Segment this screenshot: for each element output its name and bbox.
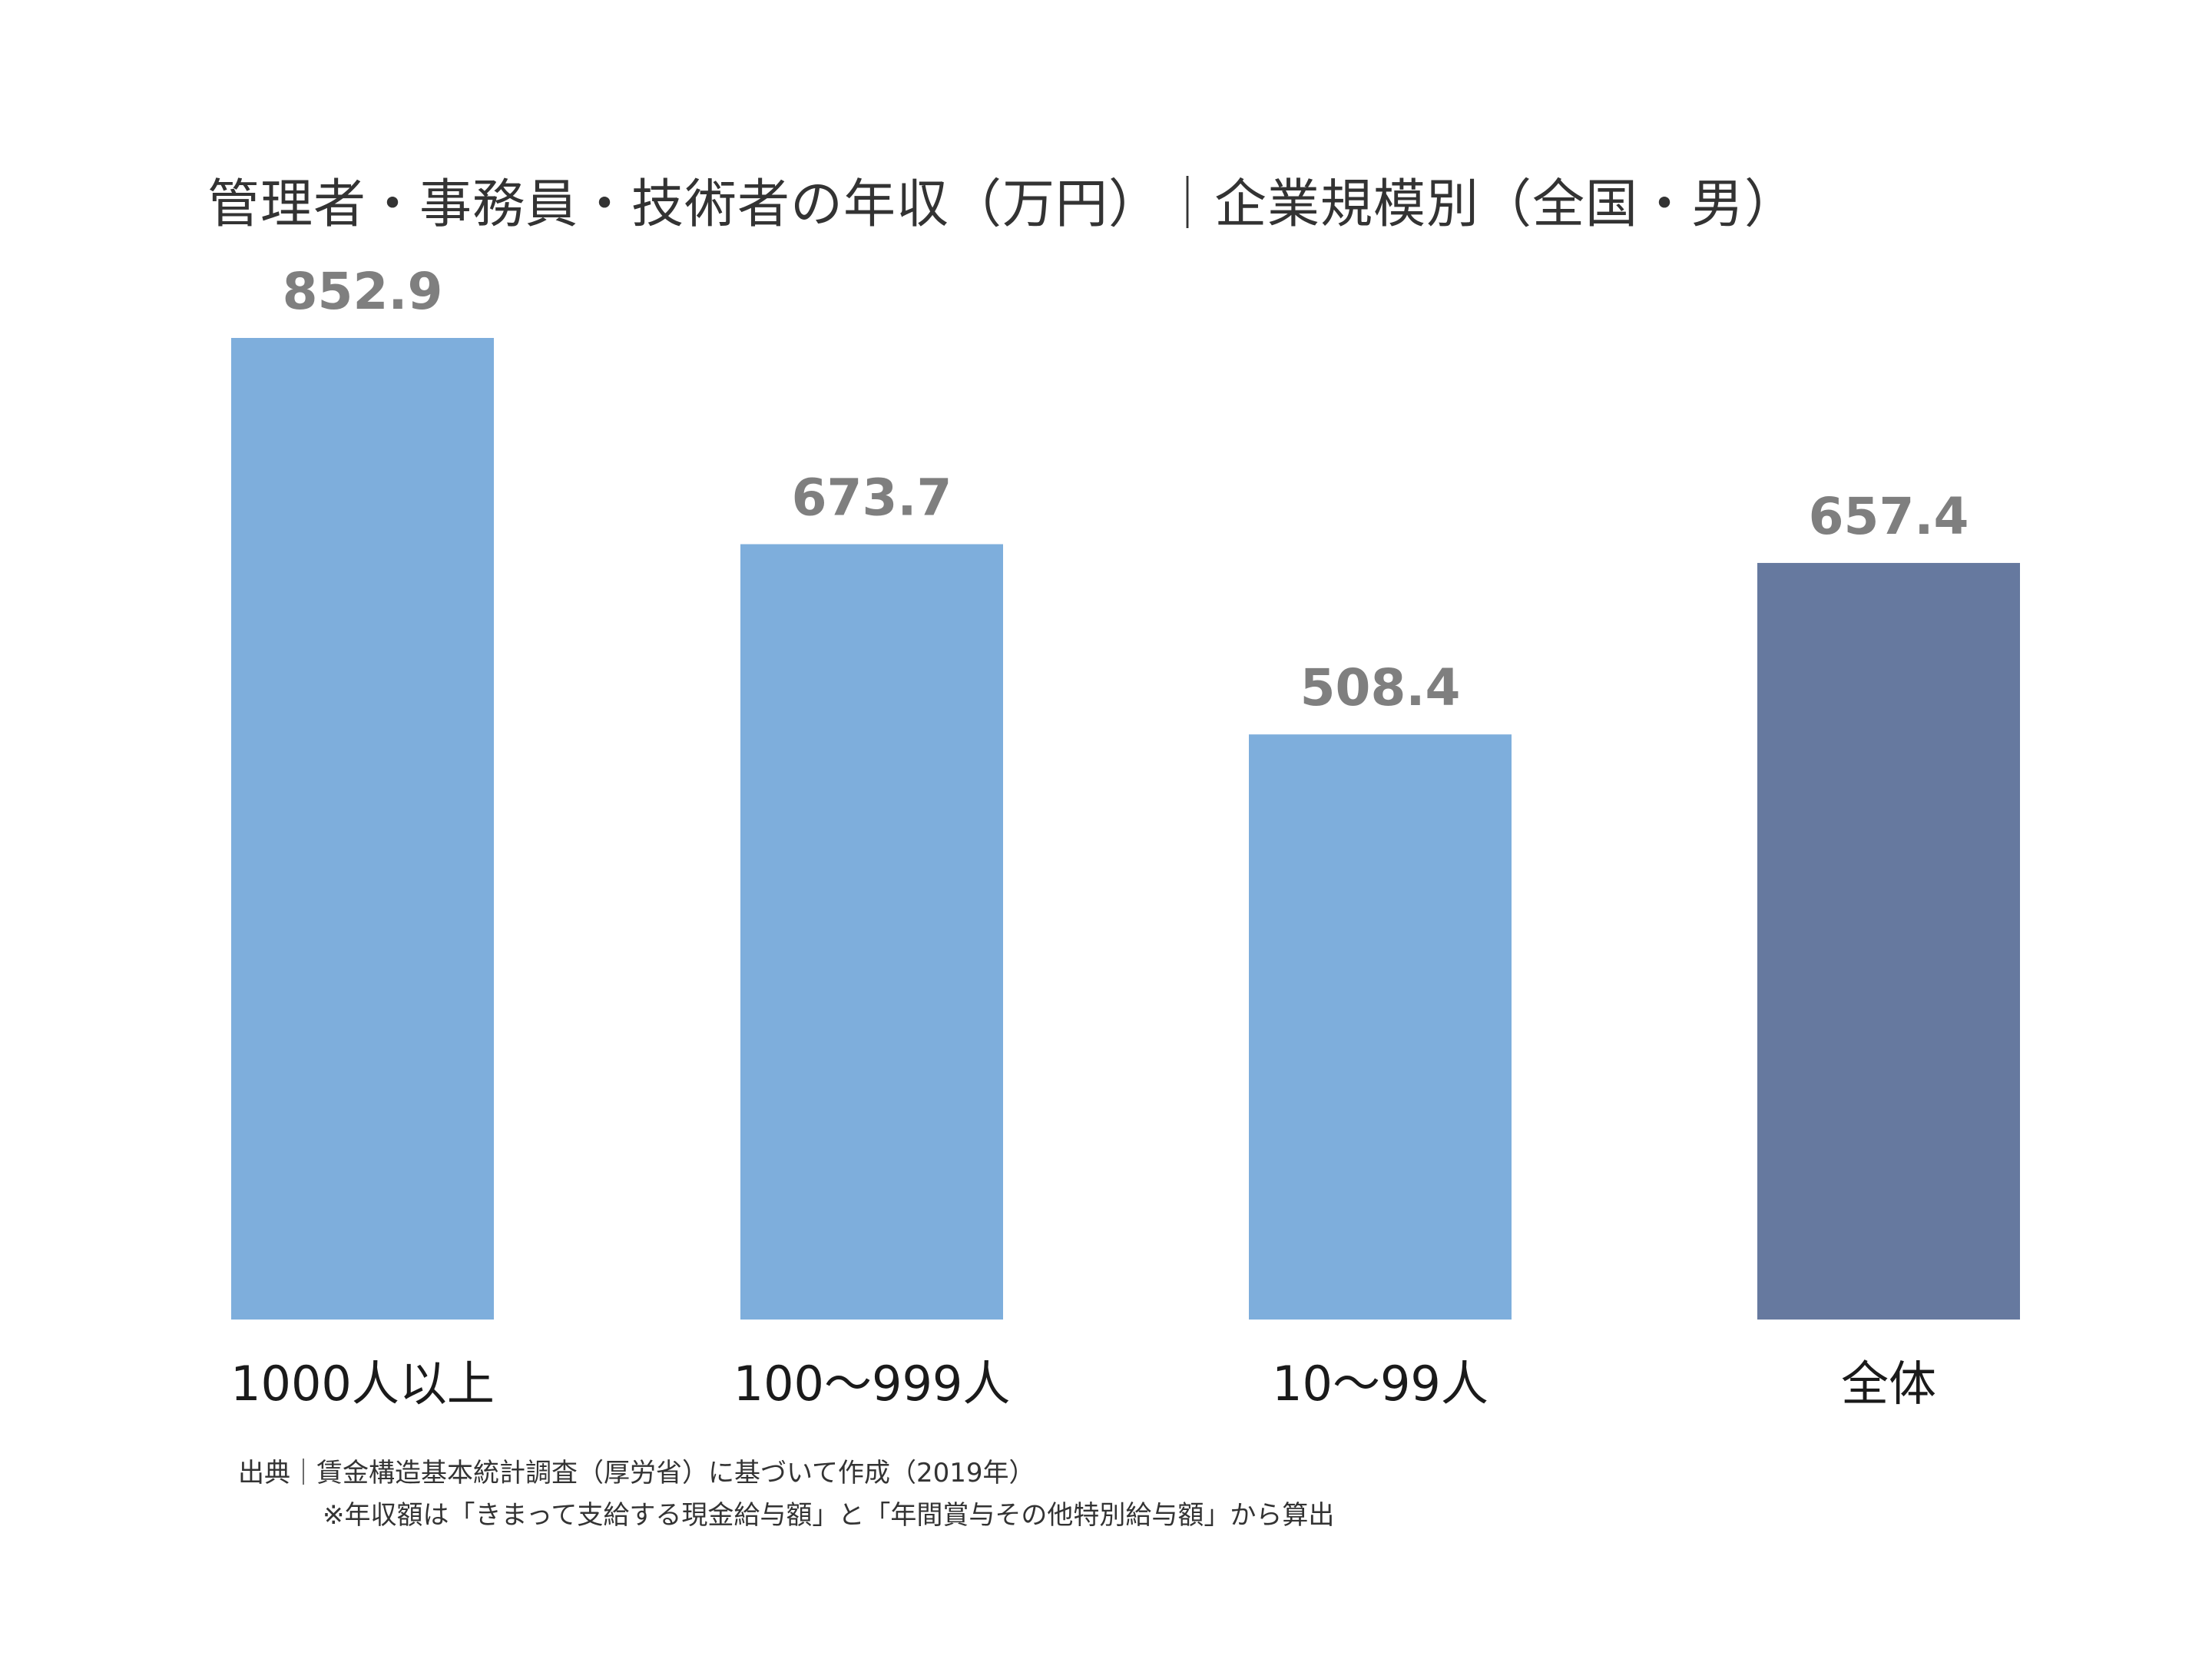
category-label-1: 1000人以上: [230, 1356, 495, 1412]
value-label-3: 508.4: [1300, 658, 1461, 717]
value-label-4: 657.4: [1809, 487, 1969, 546]
bars-layer: [231, 338, 2020, 1320]
category-label-2: 100〜999人: [733, 1356, 1011, 1412]
category-label-3: 10〜99人: [1272, 1356, 1488, 1412]
calculation-note: ※年収額は「きまって支給する現金給与額」と「年間賞与その他特別給与額」から算出: [323, 1500, 1335, 1531]
bar-1: [231, 338, 494, 1320]
category-label-4: 全体: [1841, 1356, 1936, 1412]
bar-3: [1249, 734, 1512, 1320]
category-labels-layer: 1000人以上 100〜999人 10〜99人 全体: [230, 1356, 1936, 1412]
source-note: 出典｜賃金構造基本統計調査（厚労省）に基づいて作成（2019年）: [238, 1458, 1035, 1488]
chart-title: 管理者・事務員・技術者の年収（万円）｜企業規模別（全国・男）: [207, 174, 1798, 235]
bar-2: [740, 544, 1003, 1320]
value-label-1: 852.9: [283, 262, 443, 321]
value-labels-layer: 852.9 673.7 508.4 657.4: [283, 262, 1969, 717]
bar-4: [1757, 562, 2020, 1320]
value-label-2: 673.7: [792, 469, 952, 528]
